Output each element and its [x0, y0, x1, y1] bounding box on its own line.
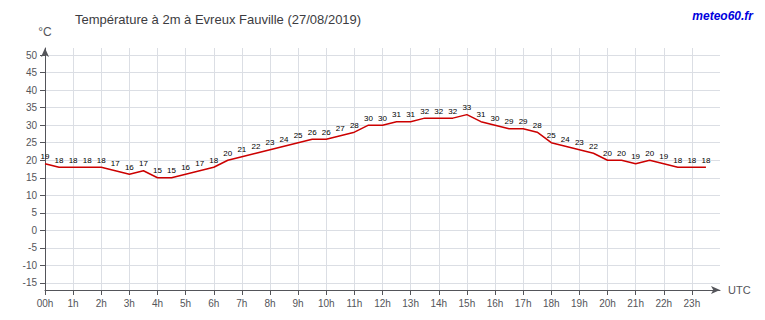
svg-text:16: 16: [125, 163, 134, 172]
svg-text:18h: 18h: [543, 298, 560, 309]
svg-text:31: 31: [406, 110, 415, 119]
svg-text:21: 21: [237, 145, 246, 154]
svg-text:18: 18: [83, 156, 92, 165]
svg-text:29: 29: [519, 117, 528, 126]
svg-text:29: 29: [505, 117, 514, 126]
svg-text:16h: 16h: [487, 298, 504, 309]
svg-text:25: 25: [547, 131, 556, 140]
svg-text:3h: 3h: [124, 298, 135, 309]
svg-text:18: 18: [701, 156, 710, 165]
svg-text:16: 16: [181, 163, 190, 172]
svg-text:14h: 14h: [430, 298, 447, 309]
svg-text:2h: 2h: [96, 298, 107, 309]
svg-text:30: 30: [378, 114, 387, 123]
svg-text:20: 20: [26, 155, 38, 166]
svg-text:18: 18: [209, 156, 218, 165]
svg-text:00h: 00h: [37, 298, 54, 309]
svg-text:23: 23: [266, 138, 275, 147]
svg-text:18: 18: [97, 156, 106, 165]
svg-text:40: 40: [26, 85, 38, 96]
svg-text:31: 31: [392, 110, 401, 119]
svg-text:19h: 19h: [571, 298, 588, 309]
svg-text:17: 17: [139, 159, 148, 168]
svg-text:31: 31: [476, 110, 485, 119]
svg-text:22: 22: [589, 142, 598, 151]
svg-text:0: 0: [31, 225, 37, 236]
svg-text:19: 19: [41, 152, 50, 161]
svg-text:-5: -5: [28, 242, 37, 253]
svg-text:1h: 1h: [68, 298, 79, 309]
svg-text:20: 20: [603, 149, 612, 158]
svg-text:20: 20: [645, 149, 654, 158]
svg-text:17: 17: [195, 159, 204, 168]
svg-text:45: 45: [26, 67, 38, 78]
svg-text:17: 17: [111, 159, 120, 168]
svg-text:UTC: UTC: [728, 284, 751, 296]
svg-text:32: 32: [448, 107, 457, 116]
svg-text:9h: 9h: [293, 298, 304, 309]
svg-text:13h: 13h: [402, 298, 419, 309]
svg-text:meteo60.fr: meteo60.fr: [692, 9, 754, 23]
svg-text:12h: 12h: [374, 298, 391, 309]
svg-text:6h: 6h: [208, 298, 219, 309]
svg-text:30: 30: [491, 114, 500, 123]
svg-text:24: 24: [280, 135, 289, 144]
svg-text:21h: 21h: [627, 298, 644, 309]
svg-text:32: 32: [434, 107, 443, 116]
svg-text:26: 26: [308, 128, 317, 137]
svg-text:20: 20: [223, 149, 232, 158]
svg-text:27: 27: [336, 124, 345, 133]
svg-text:23: 23: [575, 138, 584, 147]
svg-text:32: 32: [420, 107, 429, 116]
svg-text:25: 25: [26, 137, 38, 148]
svg-text:24: 24: [561, 135, 570, 144]
svg-text:15: 15: [26, 172, 38, 183]
svg-text:22h: 22h: [655, 298, 672, 309]
svg-text:19: 19: [659, 152, 668, 161]
svg-text:15h: 15h: [459, 298, 476, 309]
svg-text:50: 50: [26, 50, 38, 61]
svg-text:11h: 11h: [346, 298, 362, 309]
svg-text:18: 18: [673, 156, 682, 165]
svg-text:18: 18: [55, 156, 64, 165]
svg-text:Température à 2m à Evreux Fauv: Température à 2m à Evreux Fauville (27/0…: [75, 12, 361, 27]
svg-text:23h: 23h: [684, 298, 701, 309]
svg-text:7h: 7h: [236, 298, 247, 309]
svg-text:30: 30: [26, 120, 38, 131]
svg-text:17h: 17h: [515, 298, 532, 309]
svg-text:-10: -10: [23, 260, 38, 271]
svg-text:°C: °C: [38, 25, 52, 39]
svg-text:18: 18: [69, 156, 78, 165]
svg-text:-15: -15: [23, 277, 38, 288]
svg-text:10h: 10h: [318, 298, 335, 309]
svg-text:30: 30: [364, 114, 373, 123]
svg-text:10: 10: [26, 190, 38, 201]
svg-text:4h: 4h: [152, 298, 163, 309]
svg-text:5h: 5h: [180, 298, 191, 309]
svg-text:35: 35: [26, 102, 38, 113]
svg-text:25: 25: [294, 131, 303, 140]
svg-text:15: 15: [153, 166, 162, 175]
svg-text:28: 28: [533, 121, 542, 130]
svg-text:26: 26: [322, 128, 331, 137]
svg-text:18: 18: [687, 156, 696, 165]
svg-text:33: 33: [462, 103, 471, 112]
svg-text:22: 22: [251, 142, 260, 151]
svg-text:15: 15: [167, 166, 176, 175]
svg-text:5: 5: [31, 207, 37, 218]
svg-text:28: 28: [350, 121, 359, 130]
svg-text:20h: 20h: [599, 298, 616, 309]
svg-text:19: 19: [631, 152, 640, 161]
svg-text:20: 20: [617, 149, 626, 158]
svg-text:8h: 8h: [264, 298, 275, 309]
